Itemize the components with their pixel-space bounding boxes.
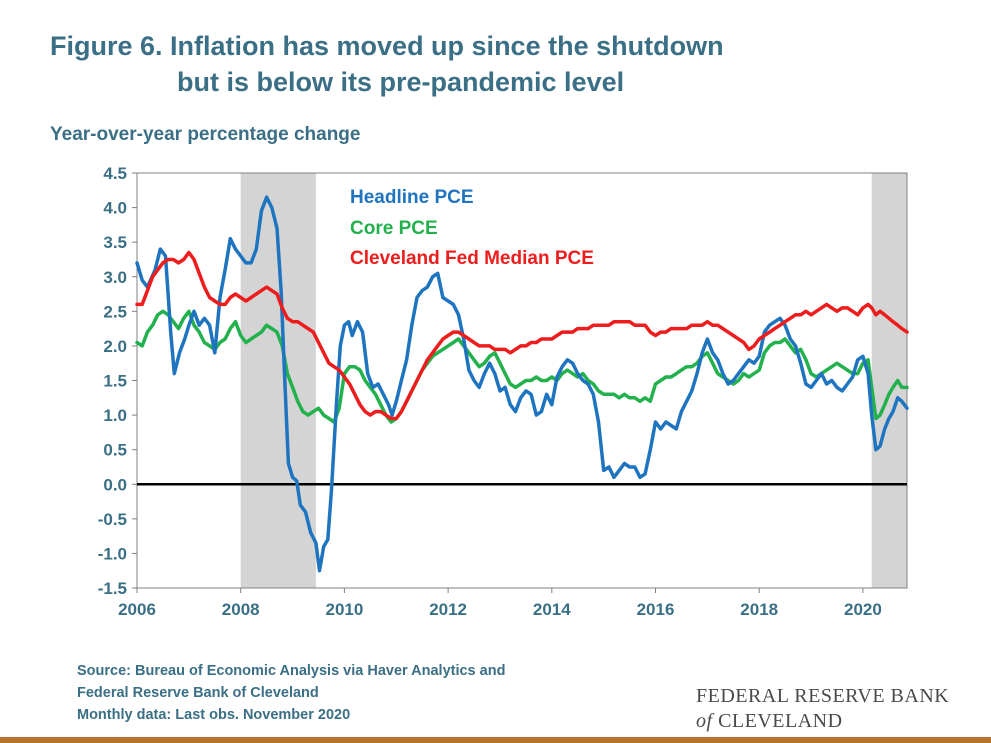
recession-shading bbox=[871, 173, 907, 588]
source-note: Source: Bureau of Economic Analysis via … bbox=[77, 660, 505, 726]
series-line-headline bbox=[135, 195, 909, 573]
y-tick-label: 1.0 bbox=[103, 406, 127, 425]
y-tick-label: 3.5 bbox=[103, 233, 127, 252]
legend-item-core: Core PCE bbox=[350, 218, 438, 239]
legend-item-headline: Headline PCE bbox=[350, 187, 474, 208]
series-line-core bbox=[135, 309, 909, 424]
series-line-median bbox=[135, 250, 909, 421]
logo-line-2: of CLEVELAND bbox=[696, 709, 949, 734]
chart-title-line2: but is below its pre-pandemic level bbox=[177, 67, 625, 97]
logo-of: of bbox=[696, 710, 713, 732]
recession-shading-layer bbox=[240, 173, 907, 588]
axis-layer: 4.5 4.0 3.5 3.0 2.5 2.0 1.5 1.0 0.5 0.0 -0.5 -1.0 -1… bbox=[98, 164, 908, 619]
y-tick-label: 4.5 bbox=[103, 164, 127, 183]
y-tick-label: 0.5 bbox=[103, 441, 127, 460]
y-tick-label: -1.0 bbox=[98, 544, 127, 563]
y-tick-label: 2.0 bbox=[103, 337, 127, 356]
y-tick-label: 1.5 bbox=[103, 372, 127, 391]
x-tick-label: 2018 bbox=[740, 600, 778, 619]
x-tick-label: 2020 bbox=[844, 600, 882, 619]
x-tick-label: 2006 bbox=[118, 600, 156, 619]
y-tick-label: -0.5 bbox=[98, 510, 127, 529]
source-line-3: Monthly data: Last obs. November 2020 bbox=[77, 707, 351, 723]
y-axis-label: Year-over-year percentage change bbox=[50, 124, 361, 145]
chart-title-line1: Figure 6. Inflation has moved up since t… bbox=[50, 31, 724, 61]
y-tick-label: 3.0 bbox=[103, 268, 127, 287]
logo-line-1: FEDERAL RESERVE BANK bbox=[696, 685, 950, 707]
fed-logo: FEDERAL RESERVE BANK of CLEVELAND bbox=[696, 684, 949, 734]
x-tick-label: 2016 bbox=[637, 600, 675, 619]
series-layer bbox=[135, 195, 909, 573]
x-tick-label: 2008 bbox=[222, 600, 260, 619]
source-line-1: Source: Bureau of Economic Analysis via … bbox=[77, 663, 506, 679]
chart-title: Figure 6. Inflation has moved up since t… bbox=[50, 28, 724, 100]
legend-layer: Headline PCE Core PCE Cleveland Fed Median… bbox=[350, 187, 594, 269]
bottom-rule bbox=[0, 737, 991, 743]
x-tick-label: 2012 bbox=[429, 600, 467, 619]
x-tick-label: 2010 bbox=[325, 600, 363, 619]
y-tick-label: 0.0 bbox=[103, 475, 127, 494]
legend-item-median: Cleveland Fed Median PCE bbox=[350, 248, 594, 269]
y-tick-label: -1.5 bbox=[98, 579, 127, 598]
y-tick-label: 4.0 bbox=[103, 199, 127, 218]
x-tick-label: 2014 bbox=[533, 600, 571, 619]
logo-cleveland: CLEVELAND bbox=[712, 710, 843, 732]
source-line-2: Federal Reserve Bank of Cleveland bbox=[77, 685, 319, 701]
y-tick-label: 2.5 bbox=[103, 302, 127, 321]
